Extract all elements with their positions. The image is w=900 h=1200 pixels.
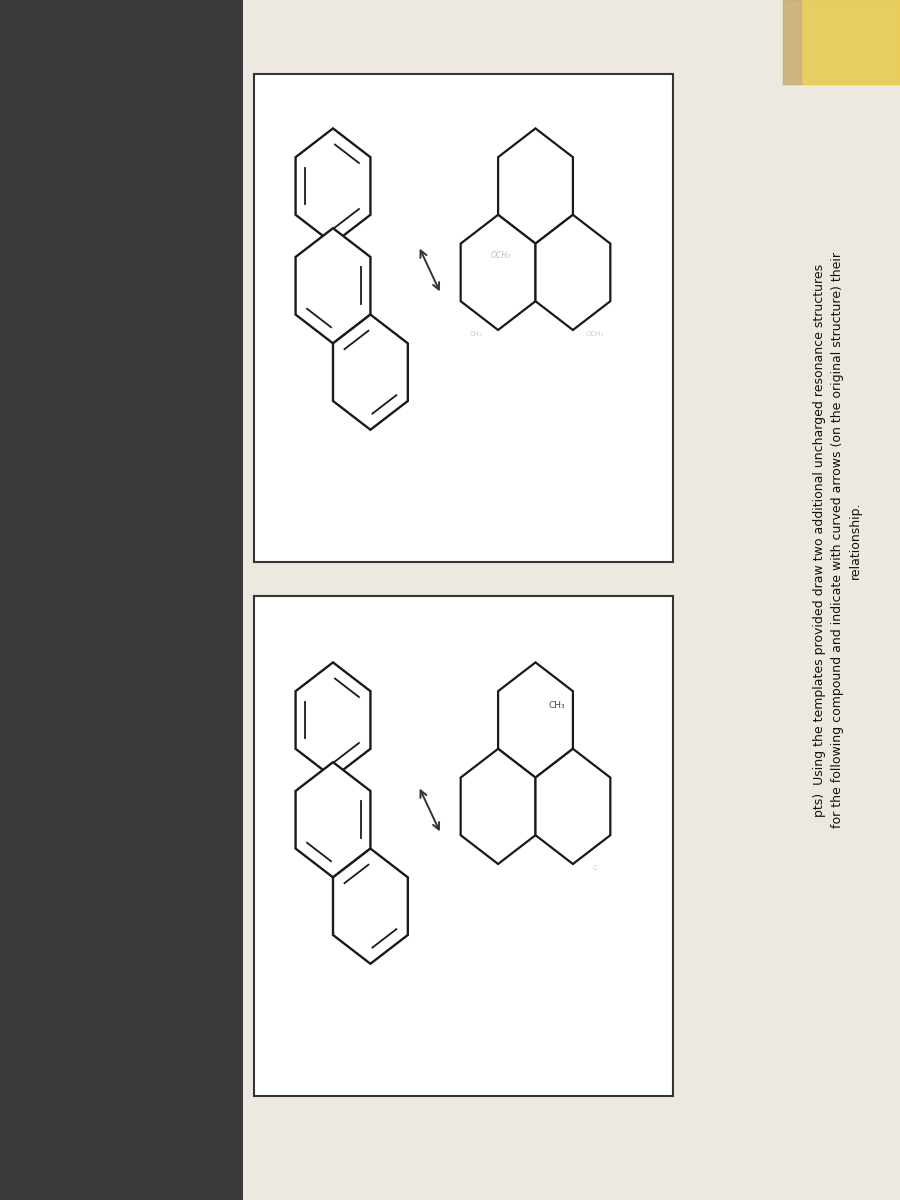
Polygon shape	[461, 215, 536, 330]
Text: CH₃: CH₃	[549, 702, 565, 710]
Polygon shape	[295, 228, 371, 343]
FancyBboxPatch shape	[254, 74, 673, 562]
FancyBboxPatch shape	[243, 0, 900, 1200]
Text: OCH₃: OCH₃	[585, 331, 604, 337]
Polygon shape	[333, 848, 408, 964]
Text: CH₃: CH₃	[470, 331, 483, 337]
Text: OCH₃: OCH₃	[491, 251, 511, 259]
Polygon shape	[536, 749, 610, 864]
Polygon shape	[461, 749, 536, 864]
Polygon shape	[295, 762, 371, 877]
Polygon shape	[498, 128, 573, 244]
Polygon shape	[295, 128, 371, 244]
Text: pts)  Using the templates provided draw two additional uncharged resonance struc: pts) Using the templates provided draw t…	[813, 252, 861, 828]
Polygon shape	[536, 215, 610, 330]
FancyBboxPatch shape	[254, 596, 673, 1096]
Text: C: C	[592, 865, 597, 871]
Polygon shape	[295, 662, 371, 778]
Polygon shape	[333, 314, 408, 430]
Polygon shape	[498, 662, 573, 778]
